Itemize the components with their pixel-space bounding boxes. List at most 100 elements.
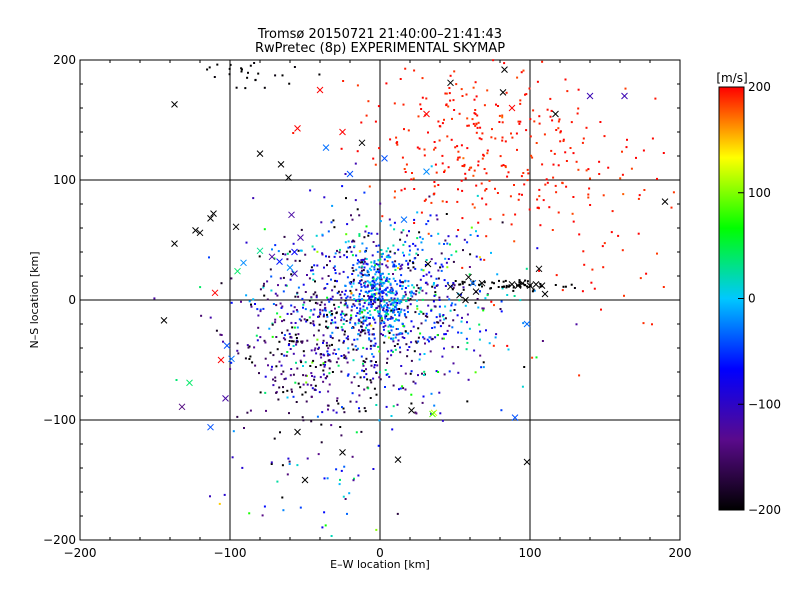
data-dot bbox=[468, 273, 471, 276]
data-dot bbox=[376, 310, 379, 313]
data-dot bbox=[404, 314, 407, 317]
data-dot bbox=[419, 286, 422, 289]
data-dot bbox=[350, 281, 352, 284]
data-dot bbox=[364, 299, 367, 302]
data-dot bbox=[536, 206, 539, 209]
data-dot bbox=[310, 296, 313, 299]
data-dot bbox=[326, 350, 329, 353]
data-dot bbox=[457, 331, 460, 334]
data-dot bbox=[367, 274, 370, 277]
data-dot bbox=[453, 70, 456, 73]
data-dot bbox=[362, 360, 365, 363]
data-dot bbox=[397, 333, 400, 336]
x-marker-stroke bbox=[178, 403, 186, 411]
data-dot bbox=[282, 509, 285, 512]
x-marker-stroke bbox=[291, 270, 298, 277]
data-dot bbox=[418, 358, 421, 361]
x-marker-stroke bbox=[501, 66, 508, 73]
data-dot bbox=[353, 240, 356, 243]
data-dot bbox=[361, 274, 364, 277]
data-dot bbox=[336, 326, 339, 329]
data-dot bbox=[607, 166, 610, 169]
data-dot bbox=[377, 263, 380, 266]
data-dot bbox=[456, 145, 459, 148]
data-dot bbox=[357, 333, 360, 336]
data-dot bbox=[264, 391, 267, 394]
data-dot bbox=[356, 299, 359, 302]
data-dot bbox=[374, 120, 377, 123]
data-dot bbox=[288, 332, 291, 335]
data-dot bbox=[425, 223, 428, 226]
data-dot bbox=[424, 342, 426, 345]
data-dot bbox=[428, 195, 431, 198]
x-marker-stroke bbox=[447, 283, 454, 291]
data-dot bbox=[577, 88, 580, 91]
data-dot bbox=[528, 285, 531, 288]
data-dot bbox=[358, 293, 361, 296]
data-dot bbox=[453, 309, 456, 311]
data-dot bbox=[410, 178, 413, 181]
data-dot bbox=[310, 384, 313, 387]
data-dot bbox=[295, 361, 297, 364]
data-dot bbox=[402, 281, 404, 284]
data-dot bbox=[362, 320, 365, 323]
y-axis-label: N–S location [km] bbox=[28, 251, 41, 348]
data-dot bbox=[410, 320, 413, 323]
data-dot bbox=[229, 368, 232, 370]
data-dot bbox=[387, 317, 390, 320]
data-dot bbox=[323, 266, 325, 269]
data-dot bbox=[370, 261, 373, 264]
data-x-marker bbox=[196, 229, 204, 237]
data-dot bbox=[552, 163, 555, 166]
data-dot bbox=[357, 322, 360, 325]
data-dot bbox=[425, 97, 428, 100]
data-dot bbox=[397, 311, 400, 313]
data-dot bbox=[383, 276, 386, 279]
data-dot bbox=[381, 215, 384, 218]
data-dot bbox=[410, 402, 413, 405]
data-dot bbox=[366, 306, 369, 309]
data-dot bbox=[535, 356, 538, 359]
data-dot bbox=[374, 264, 377, 267]
data-dot bbox=[366, 292, 369, 295]
data-dot bbox=[365, 247, 368, 250]
data-dot bbox=[337, 357, 340, 360]
data-dot bbox=[359, 261, 362, 264]
data-dot bbox=[359, 331, 362, 334]
data-dot bbox=[370, 303, 373, 306]
data-dot bbox=[338, 272, 341, 275]
data-dot bbox=[519, 102, 522, 105]
data-x-marker bbox=[217, 356, 225, 364]
data-dot bbox=[297, 382, 300, 385]
data-dot bbox=[375, 278, 378, 280]
data-dot bbox=[439, 412, 442, 415]
data-dot bbox=[498, 121, 501, 123]
data-dot bbox=[329, 336, 332, 338]
data-dot bbox=[306, 374, 308, 377]
data-dot bbox=[381, 272, 384, 275]
data-dot bbox=[484, 297, 487, 300]
data-dot bbox=[287, 344, 290, 347]
data-dot bbox=[474, 81, 477, 84]
data-dot bbox=[383, 258, 386, 261]
data-dot bbox=[252, 197, 255, 200]
data-dot bbox=[291, 340, 293, 343]
data-dot bbox=[263, 339, 266, 342]
data-dot bbox=[292, 242, 295, 245]
data-dot bbox=[427, 131, 429, 134]
data-dot bbox=[428, 336, 431, 339]
data-dot bbox=[293, 306, 296, 309]
data-dot bbox=[272, 378, 274, 381]
data-dot bbox=[380, 253, 383, 256]
data-dot bbox=[370, 305, 373, 308]
data-dot bbox=[351, 392, 354, 395]
data-dot bbox=[324, 524, 327, 527]
data-dot bbox=[541, 163, 544, 166]
data-dot bbox=[228, 67, 231, 70]
data-dot bbox=[407, 299, 410, 302]
data-dot bbox=[360, 275, 363, 278]
data-dot bbox=[399, 78, 402, 80]
data-dot bbox=[382, 252, 384, 255]
data-dot bbox=[270, 368, 273, 371]
data-dot bbox=[313, 324, 316, 327]
